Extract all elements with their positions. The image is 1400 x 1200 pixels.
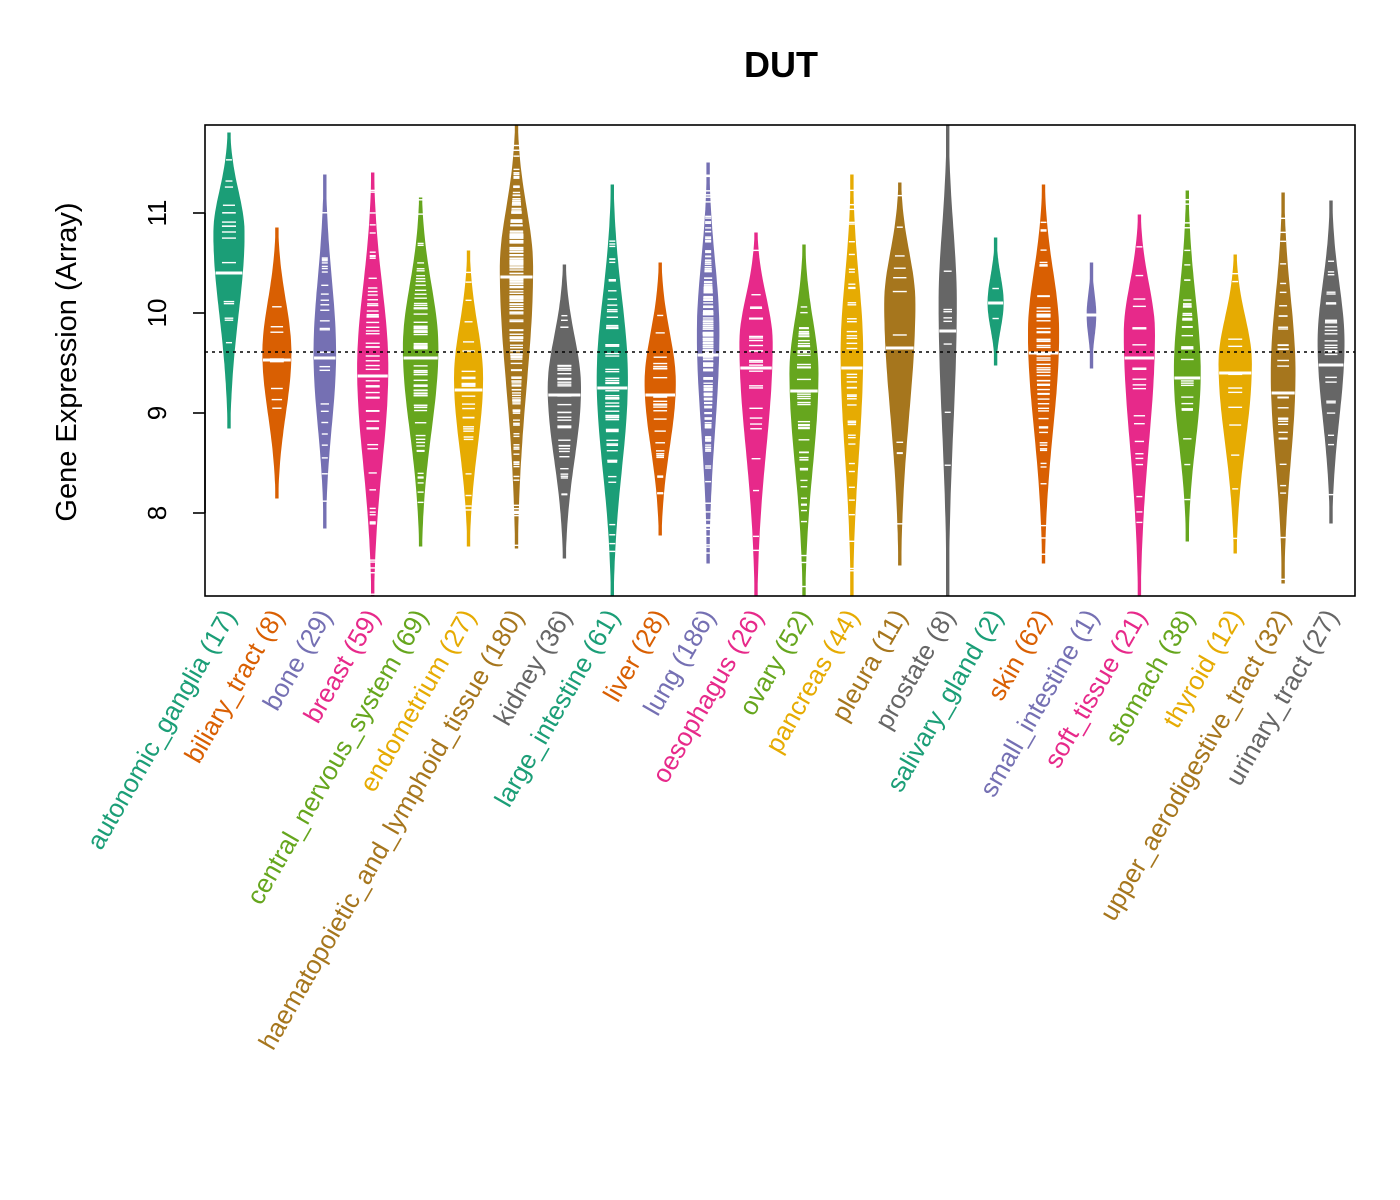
violin-biliary_tract bbox=[262, 227, 292, 499]
violin-soft_tissue bbox=[1123, 214, 1156, 597]
violin-skin bbox=[1028, 184, 1060, 564]
violin-liver bbox=[644, 262, 676, 536]
violin-autonomic_ganglia bbox=[213, 132, 245, 429]
violin-pleura bbox=[884, 182, 916, 566]
y-axis-label: Gene Expression (Array) bbox=[51, 202, 83, 521]
violin-endometrium bbox=[453, 250, 484, 547]
violin-stomach bbox=[1173, 190, 1201, 542]
chart-title: DUT bbox=[744, 44, 818, 85]
y-tick-label: 8 bbox=[142, 506, 172, 520]
violin-prostate bbox=[938, 124, 957, 597]
y-tick-label: 11 bbox=[142, 200, 172, 227]
violin-pancreas bbox=[840, 174, 864, 597]
y-axis: 8 9 10 11 bbox=[142, 200, 206, 520]
violin-upper_aerodigestive_tract bbox=[1270, 192, 1296, 584]
y-tick-label: 10 bbox=[142, 299, 172, 328]
violin-oesophagus bbox=[739, 232, 773, 597]
x-axis-labels: autonomic_ganglia (17)biliary_tract (8)b… bbox=[80, 604, 1344, 1055]
violin-breast bbox=[357, 172, 389, 597]
violins-group bbox=[213, 124, 1345, 597]
violin-ovary bbox=[789, 244, 819, 597]
violin-urinary_tract bbox=[1317, 200, 1345, 524]
y-tick-label: 9 bbox=[142, 406, 172, 420]
violin-kidney bbox=[547, 264, 581, 559]
violin-thyroid bbox=[1218, 254, 1252, 554]
